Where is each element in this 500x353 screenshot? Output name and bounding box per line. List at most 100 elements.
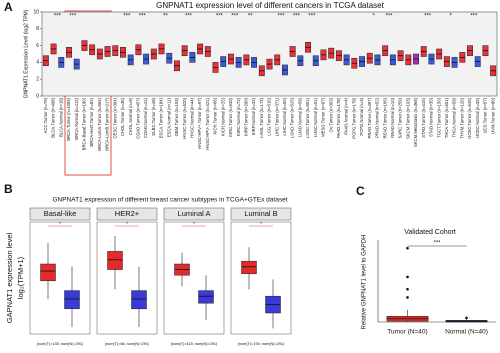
x-tick-label: DLBC.Tumor (n=48) (151, 97, 156, 135)
strip (163, 207, 225, 221)
x-tick-label: BRCA.Tumor (n=1093) (66, 97, 71, 140)
x-tick-label: HNSC-HPV+.Tumor (n=97) (197, 97, 202, 148)
significance: *** (433, 241, 441, 247)
x-tick-label: STAD.Normal (n=35) (429, 97, 434, 137)
x-tick-label: ACC.Tumor (n=79) (43, 97, 48, 133)
x-tick-label: PCPG.Tumor (n=179) (351, 97, 356, 138)
significance: *** (231, 14, 239, 20)
y-tick-label: 6 (36, 43, 39, 49)
y-axis-label: Relative GNPNAT1 level to GAPDH (362, 235, 368, 330)
x-tick-label: UCEC.Normal (n=35) (475, 97, 480, 138)
x-tick-label: BRCA-LumA.Tumor (n=564) (97, 97, 102, 150)
x-tick-label: READ.Normal (n=10) (390, 97, 395, 137)
x-tick-label: LUSC.Normal (n=51) (313, 97, 318, 137)
significance: * (450, 14, 453, 20)
y-axis-label: GAPNAT1 expression level (5, 233, 14, 324)
y-tick-label: 4 (36, 60, 39, 66)
x-tick-label: UVM.Tumor (n=80) (490, 97, 495, 133)
plot-area (230, 221, 292, 335)
significance: *** (470, 14, 478, 20)
x-tick-label: CESC.Tumor (n=304) (112, 97, 117, 138)
significance: * (126, 222, 129, 228)
chart-title: Validated Cohort (404, 229, 456, 236)
x-tick-label: PCPG.Normal (n=3) (359, 97, 364, 135)
x-tick-label: CHOL.Normal (n=9) (128, 97, 133, 135)
y-axis-label: log₂(TPM+1) (16, 256, 25, 299)
plot-area (96, 221, 158, 335)
strip (230, 207, 292, 221)
x-tick-label: OV.Tumor (n=303) (328, 97, 333, 132)
chart-title: GNPNAT1 expression of different breast c… (52, 197, 287, 204)
subplot-title: Luminal A (178, 209, 211, 218)
x-tick-label: THCA.Tumor (n=501) (444, 97, 449, 138)
x-tick-label: BLCA.Normal (n=19) (58, 97, 63, 137)
x-tick-label: PAAD.Normal (n=4) (344, 97, 349, 134)
x-tick-label: PRAD.Tumor (n=497) (367, 97, 372, 138)
x-tick-label: GBM.Tumor (n=153) (174, 97, 179, 136)
subplot-title: Basal-like (44, 209, 77, 218)
panel-label: A (4, 0, 13, 14)
significance: *** (185, 14, 193, 20)
significance: *** (139, 14, 147, 20)
x-tick-label: BRCA-Her2.Tumor (n=82) (89, 97, 94, 146)
significance: *** (386, 14, 394, 20)
x-tick-label: Tumor (N=40) (387, 329, 427, 336)
x-tick-label: MESO.Tumor (n=87) (321, 97, 326, 136)
significance: * (372, 14, 375, 20)
x-tick-label: ESCA.Normal (n=11) (166, 97, 171, 137)
significance: *** (54, 14, 62, 20)
box (40, 263, 56, 282)
plot-area (163, 221, 225, 335)
significance: *** (308, 14, 316, 20)
x-tick-label: BRCA.Normal (n=112) (74, 97, 79, 139)
x-tick-label: HNSC.Tumor (n=520) (182, 97, 187, 138)
subplot-title: Luminal B (244, 209, 277, 218)
significance: *** (69, 14, 77, 20)
x-tick-label: THCA.Normal (n=59) (452, 97, 457, 137)
significance: * (193, 222, 196, 228)
x-tick-label: HNSC-HPV-.Tumor (n=421) (205, 97, 210, 149)
outlier (406, 296, 409, 299)
x-tick-label: STAD.Tumor (n=415) (421, 97, 426, 137)
x-tick-label: LAML.Tumor (n=173) (259, 97, 264, 137)
outlier (406, 246, 409, 250)
significance: ** (163, 14, 168, 20)
note: (num(T)=66; num(N)=291) (105, 342, 150, 346)
x-tick-label: CHOL.Tumor (n=36) (120, 97, 125, 136)
x-tick-label: LIHC.Tumor (n=371) (274, 97, 279, 136)
outlier (465, 316, 468, 320)
x-tick-label: SARC.Tumor (n=259) (398, 97, 403, 138)
panel-label: C (356, 184, 365, 198)
chart-title: GNPNAT1 expression level of different ca… (156, 1, 384, 10)
y-axis-label: GNPNAT1 Expression Level (log2 TPM) (23, 9, 29, 98)
x-tick-label: BRCA-LumB.Tumor (n=217) (105, 97, 110, 150)
note: (num(T)=135; num(N)=291) (37, 342, 84, 346)
x-tick-label: PRAD.Normal (n=52) (375, 97, 380, 137)
x-tick-label: READ.Tumor (n=166) (382, 97, 387, 138)
panel-label: B (4, 182, 13, 196)
x-tick-label: KIRC.Tumor (n=533) (228, 97, 233, 136)
x-tick-label: BRCA-Basal.Tumor (n=190) (82, 97, 87, 150)
y-tick-label: 0 (36, 93, 39, 99)
x-tick-label: SKCM.Metastasis (n=368) (413, 97, 418, 147)
x-tick-label: UCEC.Tumor (n=545) (467, 97, 472, 138)
box (241, 260, 257, 275)
outlier (406, 287, 409, 291)
significance: *** (293, 14, 301, 20)
x-tick-label: ESCA.Tumor (n=184) (159, 97, 164, 138)
x-tick-label: KIRP.Normal (n=32) (251, 97, 256, 135)
significance: * (260, 222, 263, 228)
x-tick-label: TGCT.Tumor (n=150) (436, 97, 441, 137)
significance: *** (216, 14, 224, 20)
x-tick-label: KIRC.Normal (n=72) (236, 97, 241, 136)
significance: * (59, 222, 62, 228)
x-tick-label: KICH.Tumor (n=66) (213, 97, 218, 134)
box (131, 290, 147, 310)
y-tick-label: 10 (33, 9, 39, 15)
significance: *** (424, 14, 432, 20)
plot-area (29, 221, 91, 335)
significance: *** (278, 14, 286, 20)
x-tick-label: THYM.Tumor (n=120) (459, 97, 464, 138)
significance: *** (123, 14, 131, 20)
